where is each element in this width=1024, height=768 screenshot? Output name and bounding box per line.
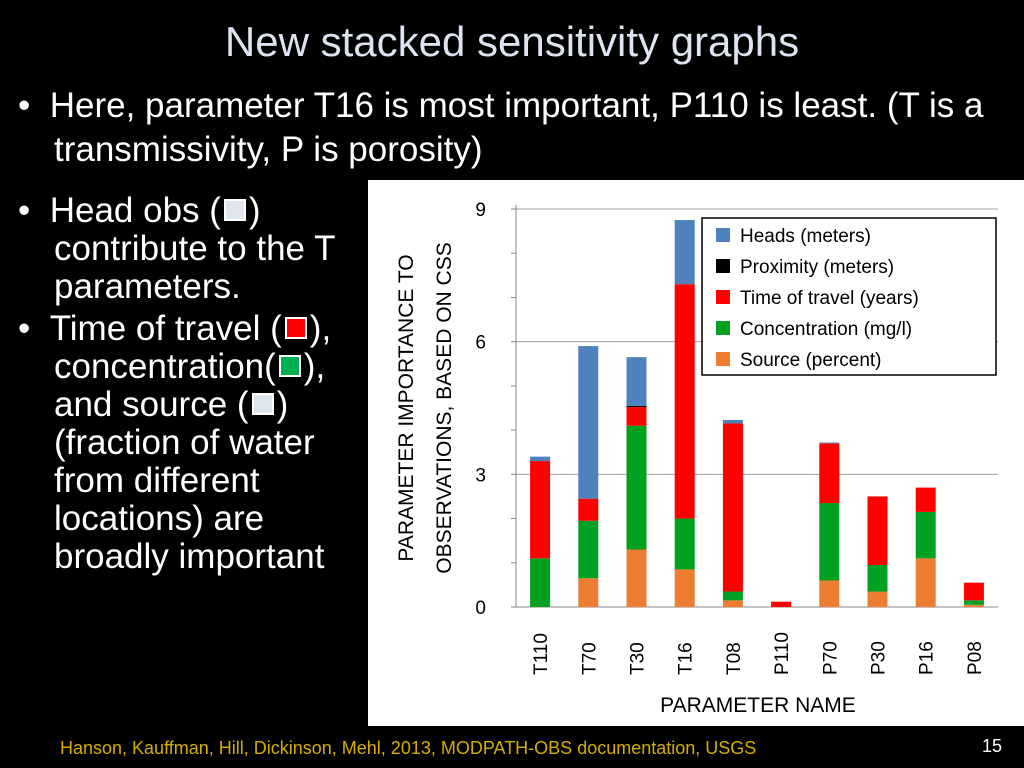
y-axis-title: PARAMETER IMPORTANCE TO	[395, 254, 418, 561]
citation-footer: Hanson, Kauffman, Hill, Dickinson, Mehl,…	[60, 738, 757, 758]
bar-segment-t110	[530, 461, 551, 559]
x-axis-title: PARAMETER NAME	[660, 694, 856, 717]
stacked-bar-chart: 0 3 6 9 T110 T70 T30 T16 T08 P110 P70 P30 P16 P08 PARA…	[395, 200, 998, 717]
x-tick-label: P16	[917, 641, 938, 675]
bar-segment-t70	[578, 498, 599, 521]
legend-swatch	[716, 290, 730, 304]
bar-segment-p70	[819, 442, 840, 444]
x-tick-label: P30	[869, 641, 890, 675]
bar-segment-t08	[722, 600, 743, 607]
bar-segment-p110	[771, 601, 792, 607]
page-number: 15	[982, 736, 1003, 756]
bullet-head-obs-text-2: ) contribute to the T parameters.	[54, 191, 335, 306]
bullet-tot-text-3: ), and source (	[54, 347, 326, 424]
source-swatch-icon	[251, 392, 274, 415]
bar-segment-p08	[963, 604, 984, 607]
legend-label: Heads (meters)	[740, 226, 871, 247]
bar-segment-t16	[674, 569, 695, 607]
x-tick-label: T08	[724, 642, 745, 675]
bar-segment-p70	[819, 503, 840, 581]
legend-swatch	[716, 352, 730, 366]
bar-segment-t30	[626, 405, 647, 408]
x-tick-label: T110	[531, 633, 552, 675]
y-tick-label: 3	[475, 465, 486, 486]
left-bullet-list: • Head obs () contribute to the T parame…	[18, 192, 368, 580]
bar-segment-t110	[530, 456, 551, 462]
bar-segment-t16	[674, 518, 695, 570]
bullet-tot-text-2: ), concentration(	[54, 309, 332, 386]
bar-segment-p70	[819, 443, 840, 504]
bullet-tot-text-4: ) (fraction of water from different loca…	[54, 385, 325, 576]
x-tick-label: T30	[628, 642, 649, 675]
bar-segment-t30	[626, 549, 647, 607]
bar-segment-t70	[578, 578, 599, 607]
legend-label: Source (percent)	[740, 350, 882, 371]
legend-swatch	[716, 259, 730, 273]
bar-segment-p16	[915, 487, 936, 512]
y-tick-label: 9	[475, 200, 486, 221]
bar-segment-t30	[626, 425, 647, 550]
x-tick-label: P70	[820, 641, 841, 675]
bar-segment-t16	[674, 220, 695, 285]
bar-segment-t70	[578, 520, 599, 579]
x-tick-label: P08	[965, 641, 986, 675]
x-tick-label: T16	[676, 642, 697, 675]
bar-segment-t30	[626, 407, 647, 426]
top-bullet: • Here, parameter T16 is most important,…	[18, 86, 984, 169]
time-of-travel-swatch-icon	[284, 316, 307, 339]
bar-segment-p70	[819, 580, 840, 607]
concentration-swatch-icon	[278, 354, 301, 377]
legend-label: Concentration (mg/l)	[740, 319, 912, 340]
bar-segment-t08	[722, 423, 743, 592]
legend-label: Proximity (meters)	[740, 257, 894, 278]
bar-segment-p16	[915, 511, 936, 559]
chart-panel: 0 3 6 9 T110 T70 T30 T16 T08 P110 P70 P30 P16 P08 PARA…	[368, 180, 1024, 726]
slide-title: New stacked sensitivity graphs	[224, 18, 800, 65]
bar-segment-p30	[867, 496, 888, 565]
legend-swatch	[716, 228, 730, 242]
bar-segment-t30	[626, 357, 647, 406]
bar-segment-p08	[963, 600, 984, 605]
bullet-tot-text-1: Time of travel (	[49, 309, 282, 348]
y-tick-label: 6	[475, 333, 486, 354]
bullet-time-of-travel: • Time of travel (), concentration(), an…	[18, 309, 332, 576]
y-axis-title: OBSERVATIONS, BASED ON CSS	[433, 242, 456, 573]
x-tick-label: P110	[772, 632, 793, 675]
bar-segment-p16	[915, 558, 936, 607]
bullet-head-obs-text-1: Head obs (	[49, 191, 221, 230]
bar-segment-p30	[867, 564, 888, 592]
legend-swatch	[716, 321, 730, 335]
x-tick-label: T70	[579, 642, 600, 675]
bar-segment-p30	[867, 591, 888, 607]
legend-box	[701, 217, 997, 376]
legend-label: Time of travel (years)	[740, 288, 919, 309]
bar-segment-t70	[578, 346, 599, 499]
bar-segment-t16	[674, 284, 695, 519]
bar-segment-t08	[722, 419, 743, 424]
bar-segment-p08	[963, 582, 984, 601]
bar-segment-t110	[530, 558, 551, 607]
top-bullet-text: Here, parameter T16 is most important, P…	[49, 86, 984, 169]
bar-segment-t08	[722, 591, 743, 601]
bullet-head-obs: • Head obs () contribute to the T parame…	[18, 191, 335, 306]
y-tick-label: 0	[475, 598, 486, 619]
heads-swatch-icon	[223, 198, 246, 221]
